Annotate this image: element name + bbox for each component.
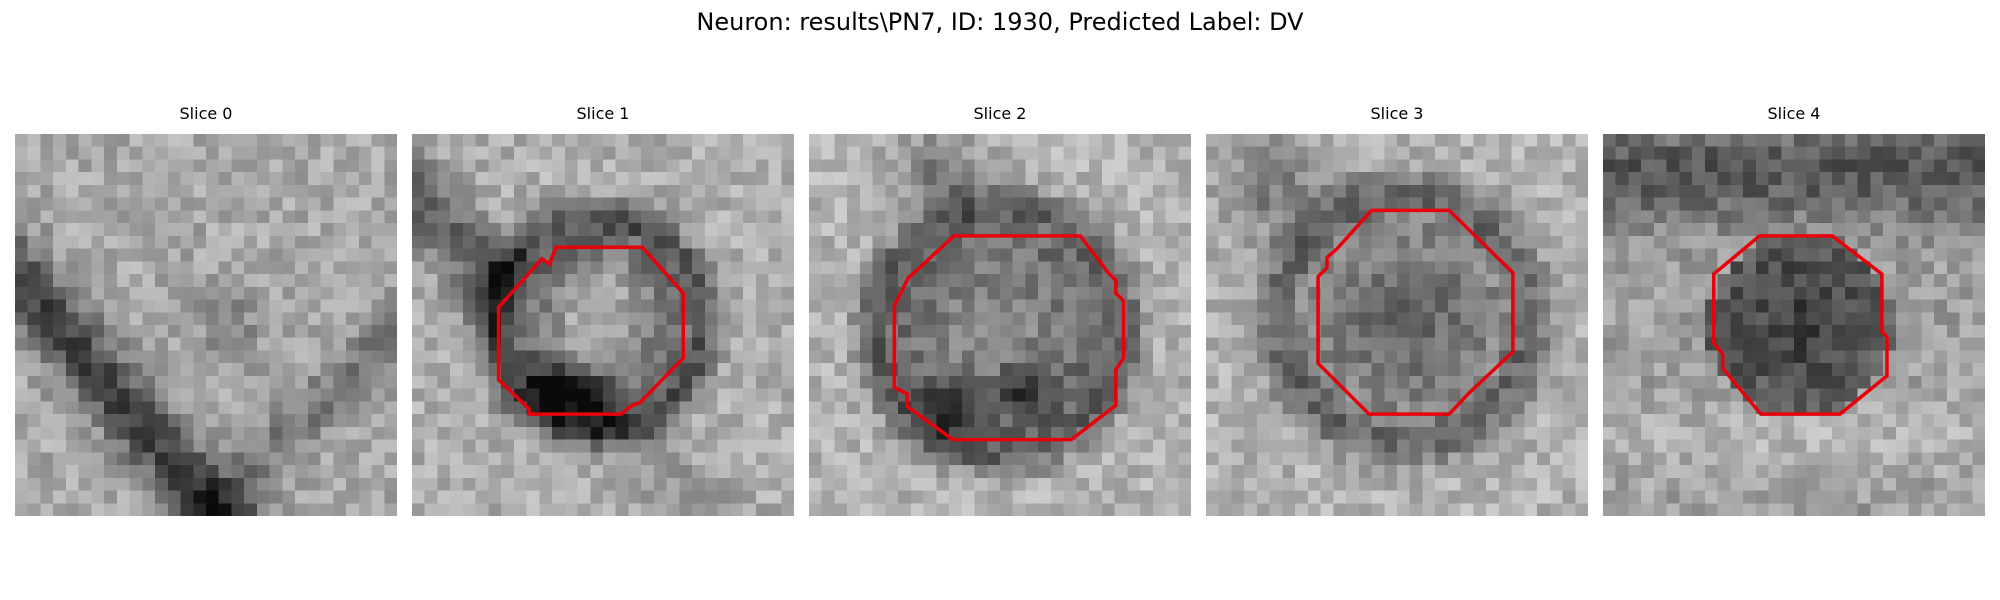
slice-title: Slice 1: [412, 104, 794, 124]
slice-title: Slice 0: [15, 104, 397, 124]
slice-image: [1603, 134, 1985, 516]
slice-title: Slice 4: [1603, 104, 1985, 124]
slice-panel-2: Slice 2: [809, 104, 1191, 516]
figure-title: Neuron: results\PN7, ID: 1930, Predicted…: [0, 6, 2000, 38]
slice-image: [412, 134, 794, 516]
slice-title: Slice 2: [809, 104, 1191, 124]
slice-image: [809, 134, 1191, 516]
slice-image: [1206, 134, 1588, 516]
slice-panel-3: Slice 3: [1206, 104, 1588, 516]
slice-title: Slice 3: [1206, 104, 1588, 124]
slice-image: [15, 134, 397, 516]
slice-panel-4: Slice 4: [1603, 104, 1985, 516]
slice-panel-1: Slice 1: [412, 104, 794, 516]
slice-panel-0: Slice 0: [15, 104, 397, 516]
